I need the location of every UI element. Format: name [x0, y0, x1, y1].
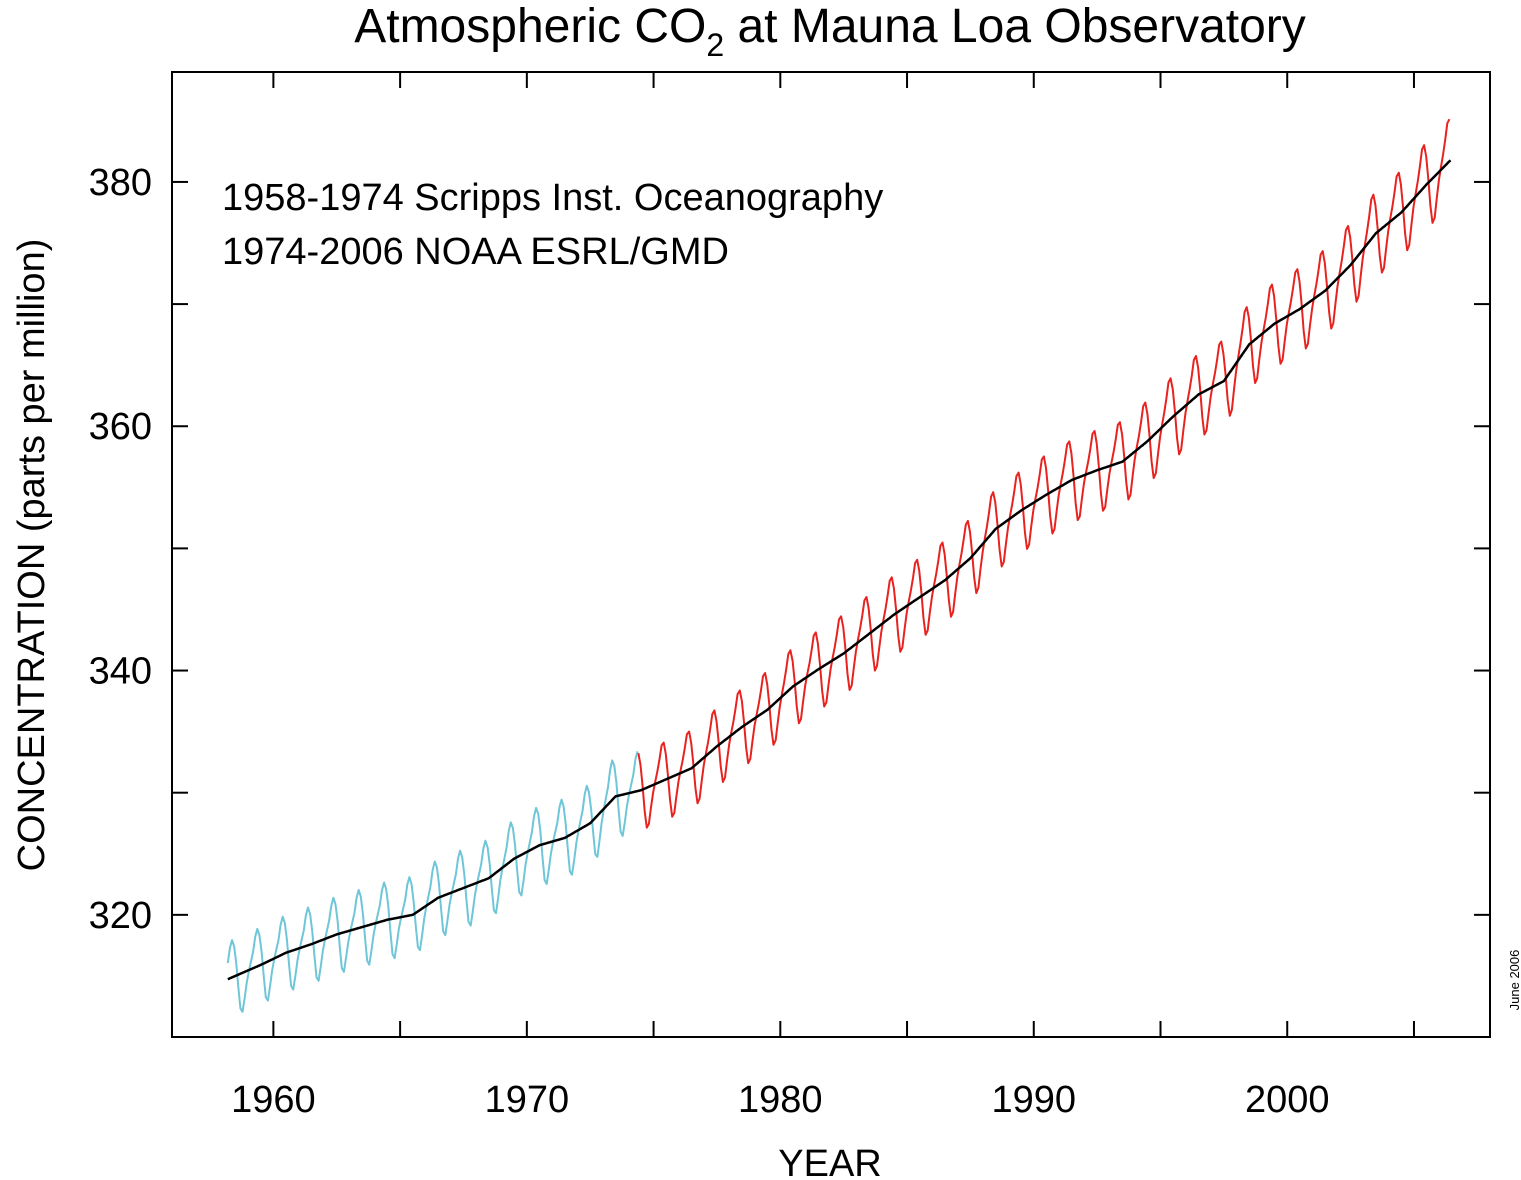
series-line-noaa-monthly [637, 118, 1451, 829]
annotation-scripps: 1958-1974 Scripps Inst. Oceanography [222, 177, 883, 219]
x-tick-label: 1970 [485, 1079, 570, 1121]
annotation-noaa: 1974-2006 NOAA ESRL/GMD [222, 231, 729, 273]
y-axis-label: CONCENTRATION (parts per million) [11, 239, 53, 872]
series-line-trend-seasonally-adjusted- [227, 159, 1452, 981]
y-tick-label: 340 [89, 651, 152, 693]
plot-frame [171, 71, 1491, 1038]
series-line-scripps-monthly [226, 751, 639, 1013]
x-tick-label: 2000 [1245, 1079, 1330, 1121]
x-tick-label: 1980 [738, 1079, 823, 1121]
y-tick-label: 380 [89, 162, 152, 204]
x-tick-label: 1990 [991, 1079, 1076, 1121]
date-stamp: June 2006 [1507, 950, 1521, 1011]
x-tick-label: 1960 [231, 1079, 316, 1121]
x-axis-label: YEAR [778, 1143, 881, 1180]
chart-title: Atmospheric CO2 at Mauna Loa Observatory [354, 0, 1306, 63]
y-tick-label: 360 [89, 406, 152, 448]
y-tick-label: 320 [89, 895, 152, 937]
